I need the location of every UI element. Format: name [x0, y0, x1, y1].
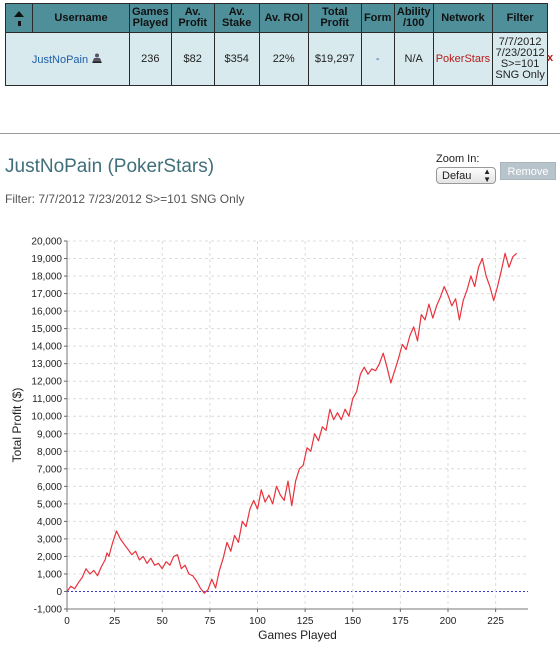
col-total-profit[interactable]: Total Profit	[307, 3, 362, 33]
cell-games-played: 236	[129, 32, 172, 86]
col-ability[interactable]: Ability/100	[393, 3, 434, 33]
y-tick-label: 20,000	[31, 237, 62, 248]
cell-av-profit: $82	[170, 32, 215, 86]
y-tick-label: 18,000	[31, 272, 62, 283]
filter-summary: Filter: 7/7/2012 7/23/2012 S>=101 SNG On…	[5, 192, 245, 206]
cell-username: JustNoPain	[5, 32, 130, 86]
x-tick-label: 225	[487, 616, 504, 627]
col-ability-label-2: /100	[402, 17, 425, 29]
filter-line: 7/23/2012	[495, 47, 545, 59]
col-filter-label: Filter	[506, 11, 534, 24]
cell-total-profit: $19,297	[307, 32, 362, 86]
y-tick-label: 15,000	[31, 324, 62, 335]
col-network[interactable]: Network	[432, 3, 494, 33]
cell-ability: N/A	[393, 32, 434, 86]
col-av-profit-label-2: Profit	[178, 17, 208, 29]
x-axis-title: Games Played	[258, 628, 337, 642]
col-form[interactable]: Form	[360, 3, 395, 33]
y-tick-label: 9,000	[37, 429, 62, 440]
x-axis-ticks: 0 25 50 75 100 125 150 175 200 225	[64, 609, 504, 627]
col-av-profit[interactable]: Av. Profit	[170, 3, 215, 33]
profit-chart: -1,00001,0002,0003,0004,0005,0006,0007,0…	[10, 237, 528, 642]
chart-series	[66, 252, 518, 594]
y-tick-label: 6,000	[37, 482, 62, 493]
y-tick-label: 11,000	[32, 394, 62, 405]
y-tick-label: 0	[56, 587, 62, 598]
chart-grid	[66, 240, 528, 610]
stats-table: Username Games Played Av. Profit Av. Stake …	[5, 3, 549, 86]
zoom-select[interactable]: Defau ▲ ▼	[436, 167, 496, 184]
col-form-label: Form	[363, 11, 392, 24]
x-tick-label: 0	[64, 616, 70, 627]
x-tick-label: 100	[249, 616, 266, 627]
select-arrows-icon: ▲ ▼	[483, 167, 491, 184]
y-tick-label: 17,000	[31, 289, 62, 300]
col-ability-label-1: Ability	[396, 6, 431, 18]
col-total-profit-label-1: Total	[321, 6, 348, 18]
sort-button[interactable]	[5, 3, 33, 33]
col-network-label: Network	[441, 11, 485, 24]
filter-line: S>=101	[500, 58, 540, 70]
y-tick-label: 10,000	[31, 412, 62, 423]
col-av-stake[interactable]: Av. Stake	[213, 3, 260, 33]
cell-av-roi: 22%	[258, 32, 309, 86]
y-tick-label: 19,000	[31, 254, 62, 265]
profit-series-line	[66, 252, 518, 594]
sort-arrow-up-icon	[14, 10, 24, 26]
y-tick-label: 12,000	[31, 377, 62, 388]
y-tick-label: 7,000	[37, 464, 62, 475]
col-av-stake-label-2: Stake	[222, 17, 252, 29]
y-tick-label: 4,000	[37, 517, 62, 528]
cell-av-stake: $354	[213, 32, 260, 86]
remove-row-link[interactable]: x	[547, 52, 554, 64]
y-tick-label: 5,000	[37, 499, 62, 510]
stats-header-row: Username Games Played Av. Profit Av. Stake …	[5, 3, 549, 33]
col-username[interactable]: Username	[32, 3, 130, 33]
y-tick-label: 13,000	[31, 359, 62, 370]
col-games-played-label-1: Games	[132, 6, 169, 18]
cell-network: PokerStars	[432, 32, 494, 86]
network-link[interactable]: PokerStars	[435, 52, 491, 65]
col-total-profit-label-2: Profit	[320, 17, 350, 29]
page-title: JustNoPain (PokerStars)	[5, 156, 215, 177]
x-tick-label: 50	[157, 616, 169, 627]
filter-line: SNG Only	[495, 69, 545, 81]
x-tick-label: 125	[297, 616, 314, 627]
y-axis-ticks: -1,000 0 1,000 2,000 3,000 4,000 5,000 6,000 7,0…	[31, 237, 67, 616]
col-av-stake-label-1: Av.	[228, 6, 245, 18]
y-axis-title: Total Profit ($)	[10, 388, 24, 463]
y-tick-label: 2,000	[37, 552, 62, 563]
poker-player-icon	[92, 53, 103, 63]
zoom-label: Zoom In:	[436, 153, 480, 165]
x-tick-label: 150	[344, 616, 361, 627]
x-tick-label: 25	[109, 616, 121, 627]
filter-line: 7/7/2012	[498, 36, 542, 48]
form-link[interactable]: -	[375, 52, 380, 65]
col-games-played[interactable]: Games Played	[129, 3, 172, 33]
col-av-roi[interactable]: Av. ROI	[258, 3, 309, 33]
y-tick-label: 16,000	[31, 307, 62, 318]
x-tick-label: 200	[440, 616, 457, 627]
y-tick-label: 1,000	[37, 569, 62, 580]
cell-filter: 7/7/2012 7/23/2012 S>=101 SNG Only	[492, 32, 549, 86]
x-tick-label: 75	[204, 616, 216, 627]
x-tick-label: 175	[392, 616, 409, 627]
table-row: JustNoPain 236 $82 $354 22% $19,297 - N/…	[5, 32, 549, 86]
cell-form: -	[360, 32, 395, 86]
remove-button[interactable]: Remove	[500, 162, 556, 180]
y-tick-label: 8,000	[37, 447, 62, 458]
y-tick-label: 14,000	[31, 342, 62, 353]
y-tick-label: -1,000	[34, 605, 63, 616]
username-link[interactable]: JustNoPain	[31, 54, 89, 66]
section-divider	[0, 133, 560, 134]
col-games-played-label-2: Played	[132, 17, 169, 29]
col-av-roi-label: Av. ROI	[264, 11, 303, 24]
zoom-selected-value: Defau	[442, 170, 472, 182]
y-tick-label: 3,000	[37, 534, 62, 545]
col-av-profit-label-1: Av.	[184, 6, 201, 18]
col-username-label: Username	[54, 11, 108, 24]
col-filter[interactable]: Filter	[492, 3, 549, 33]
